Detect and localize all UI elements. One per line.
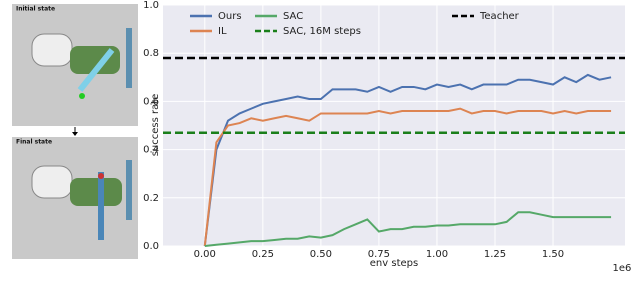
- panel-label: Final state: [16, 139, 52, 146]
- legend: Ours IL SAC Teacher SAC, 16M steps: [190, 11, 520, 37]
- arrow-head: [72, 132, 78, 136]
- series-line: [203, 107, 612, 247]
- x-tick-label: 0.75: [368, 249, 390, 260]
- legend-label: Ours: [218, 11, 242, 22]
- x-tick-label: 1.00: [426, 249, 448, 260]
- legend-label: Teacher: [479, 11, 520, 22]
- legend-label: IL: [218, 26, 227, 37]
- x-axis-label: env steps: [370, 258, 418, 269]
- x-offset-label: 1e6: [613, 263, 632, 274]
- marks: [163, 56, 625, 247]
- y-tick-label: 1.0: [143, 0, 159, 11]
- y-tick-label: 0.6: [143, 96, 159, 107]
- grid: [163, 4, 625, 247]
- y-tick-label: 0.4: [143, 145, 159, 156]
- hand-illustration: [31, 28, 132, 240]
- y-tick-label: 0.0: [143, 241, 159, 252]
- x-tick-label: 1.50: [542, 249, 564, 260]
- legend-label: SAC: [283, 11, 303, 22]
- y-axis-label: success rate: [150, 94, 161, 157]
- x-tick-label: 0.25: [252, 249, 274, 260]
- series-line: [204, 211, 612, 247]
- y-tick-label: 0.8: [143, 48, 159, 59]
- legend-label: SAC, 16M steps: [283, 26, 361, 37]
- plot-area: [163, 5, 625, 246]
- panel-label: Initial state: [16, 6, 55, 13]
- series-line: [203, 73, 612, 247]
- x-tick-label: 1.25: [484, 249, 506, 260]
- x-tick-label: 0.00: [194, 249, 216, 260]
- x-tick-label: 0.50: [310, 249, 332, 260]
- y-tick-label: 0.2: [143, 193, 159, 204]
